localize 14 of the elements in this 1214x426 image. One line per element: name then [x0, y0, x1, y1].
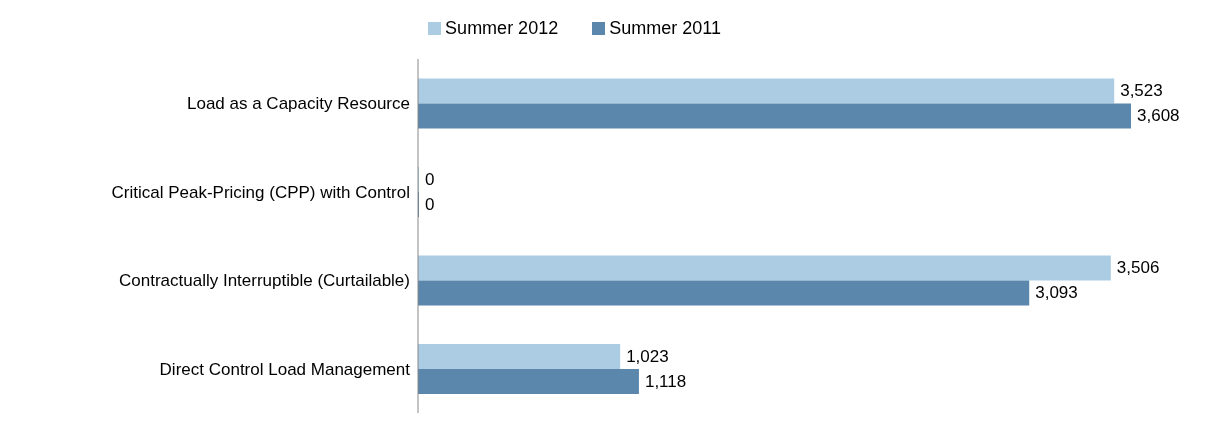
y-tick-label: Critical Peak-Pricing (CPP) with Control [111, 182, 410, 202]
data-label: 3,608 [1137, 106, 1180, 126]
y-tick-label: Load as a Capacity Resource [186, 94, 410, 114]
data-label: 3,506 [1116, 258, 1160, 278]
data-label: 3,093 [1035, 283, 1078, 303]
data-label: 3,523 [1120, 81, 1163, 101]
y-tick-label: Direct Control Load Management [159, 359, 411, 379]
data-label: 1,118 [644, 371, 687, 391]
data-label: 0 [425, 194, 435, 214]
legend-label: Summer 2012 [445, 18, 559, 39]
data-label: 1,023 [626, 346, 669, 366]
legend-label: Summer 2011 [609, 18, 721, 39]
y-tick-label: Contractually Interruptible (Curtailable) [118, 271, 410, 291]
data-label: 0 [425, 169, 435, 189]
